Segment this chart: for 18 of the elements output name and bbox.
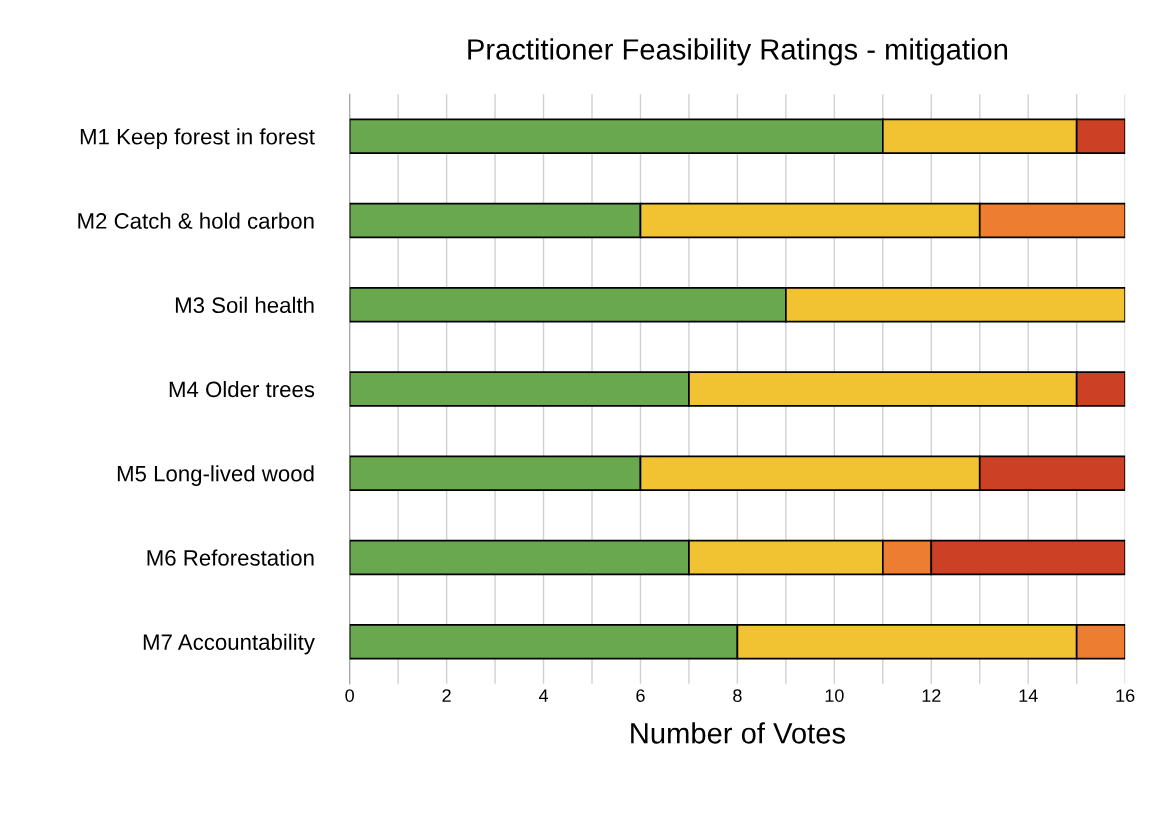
x-tick-label: 14 xyxy=(1019,689,1038,702)
y-tick-label: M6 Reforestation xyxy=(147,549,314,566)
x-tick-label: 2 xyxy=(442,689,451,702)
x-tick-label: 6 xyxy=(636,689,645,702)
y-tick-label: M3 Soil health xyxy=(175,296,314,314)
x-tick-label: 8 xyxy=(733,689,742,702)
y-tick-label: M7 Accountability xyxy=(143,633,315,655)
y-tick-label: M2 Catch & hold carbon xyxy=(78,212,314,229)
chart-title: Practitioner Feasibility Ratings - mitigation xyxy=(468,38,1008,66)
x-tick-label: 0 xyxy=(345,689,354,702)
x-axis-title: Number of Votes xyxy=(631,722,845,744)
y-tick-label: M1 Keep forest in forest xyxy=(80,128,315,149)
x-tick-label: 12 xyxy=(922,689,941,702)
x-tick-label: 16 xyxy=(1116,689,1135,702)
x-tick-label: 4 xyxy=(538,689,549,702)
y-tick-label: M5 Long-lived wood xyxy=(117,465,314,486)
y-tick-label: M4 Older trees xyxy=(169,380,315,398)
x-tick-label: 10 xyxy=(825,689,844,702)
